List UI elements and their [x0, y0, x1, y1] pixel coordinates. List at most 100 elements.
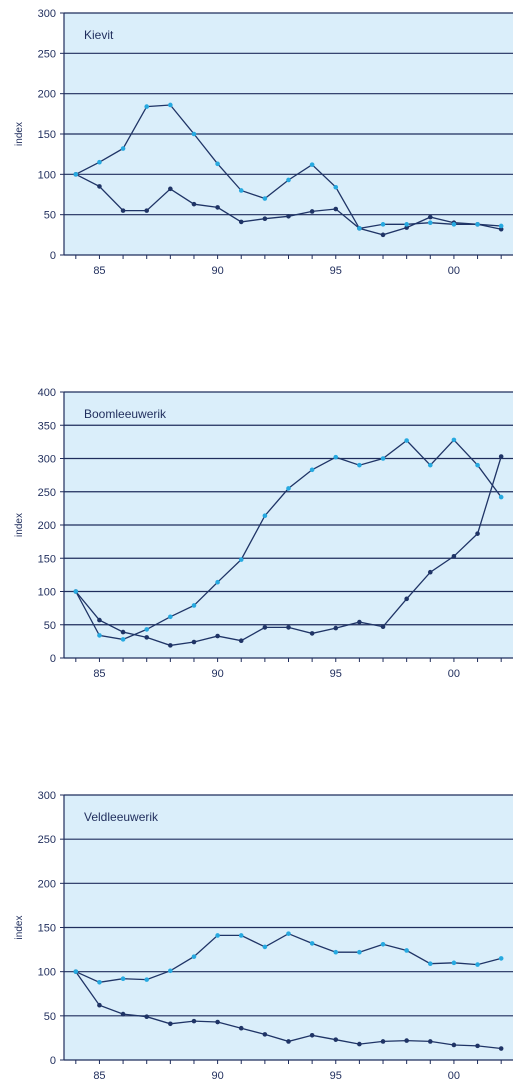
data-point: [144, 104, 150, 109]
data-point: [380, 232, 386, 238]
data-point: [427, 569, 433, 575]
chart-panel-boomleeuwerik: 0 50 100 150 200 250 300 350 400 85 90 95 00 index Boo…: [0, 380, 516, 690]
y-tick-label: 300: [38, 8, 56, 20]
data-point: [309, 209, 315, 214]
data-point: [120, 976, 126, 982]
data-point: [475, 222, 480, 227]
data-point: [215, 579, 220, 585]
data-point: [238, 557, 244, 562]
data-point: [333, 1037, 339, 1042]
data-point: [97, 617, 102, 623]
data-point: [427, 462, 433, 468]
data-point: [120, 146, 126, 151]
y-tick-label: 200: [38, 878, 56, 890]
x-tick-label: 85: [93, 265, 105, 277]
y-tick-label: 250: [38, 48, 56, 60]
data-point: [427, 214, 433, 220]
data-point: [404, 596, 409, 602]
x-tick-label: 95: [330, 265, 342, 277]
data-point: [97, 184, 102, 189]
chart-kievit: 0 50 100 150 200 250 300 85 90 95 00 index Kievit: [14, 8, 513, 277]
data-point: [475, 1043, 480, 1049]
data-point: [404, 948, 409, 953]
data-point: [498, 223, 504, 229]
y-tick-label: 100: [38, 967, 56, 979]
data-point: [309, 631, 315, 636]
data-point: [215, 205, 220, 210]
data-point: [286, 1039, 291, 1044]
data-point: [427, 220, 433, 226]
data-point: [286, 177, 291, 183]
data-point: [191, 603, 197, 608]
data-point: [238, 219, 244, 225]
y-tick-label: 100: [38, 587, 56, 599]
data-point: [357, 949, 362, 955]
data-point: [238, 638, 244, 644]
data-point: [357, 619, 362, 625]
data-point: [357, 226, 362, 231]
data-point: [451, 960, 457, 966]
y-tick-label: 0: [50, 250, 56, 262]
data-point: [333, 949, 339, 955]
y-tick-label: 300: [38, 790, 56, 802]
x-tick-label: 85: [93, 668, 105, 680]
data-point: [404, 438, 409, 443]
data-point: [215, 1019, 220, 1025]
y-tick-label: 150: [38, 923, 56, 935]
data-point: [97, 1002, 102, 1008]
data-point: [380, 624, 386, 630]
data-point: [168, 186, 173, 192]
x-tick-label: 00: [448, 1070, 460, 1082]
y-tick-label: 300: [38, 454, 56, 466]
y-tick-label: 200: [38, 520, 56, 532]
data-point: [475, 962, 480, 967]
y-tick-label: 250: [38, 487, 56, 499]
data-point: [238, 1025, 244, 1031]
data-point: [309, 162, 315, 167]
chart-veldleeuwerik: 0 50 100 150 200 250 300 85 90 95 00 index Veldleeuw…: [14, 790, 513, 1082]
data-point: [404, 222, 409, 227]
y-tick-label: 150: [38, 553, 56, 565]
data-point: [120, 208, 126, 213]
x-tick-label: 00: [448, 668, 460, 680]
data-point: [451, 1042, 457, 1048]
data-point: [144, 635, 150, 640]
data-point: [333, 206, 339, 212]
y-tick-label: 50: [44, 1011, 56, 1023]
data-point: [120, 1011, 126, 1017]
y-axis-label: index: [14, 916, 25, 940]
y-tick-label: 250: [38, 834, 56, 846]
x-tick-label: 90: [211, 1070, 223, 1082]
data-point: [144, 977, 150, 982]
data-point: [215, 933, 220, 938]
data-point: [144, 1014, 150, 1020]
chart-title: Kievit: [84, 28, 114, 42]
y-axis-label: index: [14, 513, 25, 537]
data-point: [309, 941, 315, 946]
data-point: [309, 1032, 315, 1038]
x-tick-label: 90: [211, 668, 223, 680]
data-point: [498, 956, 504, 961]
data-point: [427, 1039, 433, 1044]
x-tick-label: 95: [330, 1070, 342, 1082]
data-point: [144, 627, 150, 632]
y-tick-label: 350: [38, 420, 56, 432]
x-tick-label: 00: [448, 265, 460, 277]
y-axis-label: index: [14, 122, 25, 146]
data-point: [451, 437, 457, 443]
data-point: [144, 208, 150, 213]
data-point: [168, 1021, 173, 1027]
data-point: [238, 188, 244, 193]
chart-boomleeuwerik: 0 50 100 150 200 250 300 350 400 85 90 95 00 index Boo…: [14, 387, 513, 680]
y-tick-label: 0: [50, 1055, 56, 1067]
data-point: [120, 637, 126, 642]
data-point: [380, 1039, 386, 1044]
data-point: [215, 633, 220, 639]
data-point: [262, 513, 268, 518]
chart-panel-kievit: 0 50 100 150 200 250 300 85 90 95 00 index Kievit: [0, 0, 516, 300]
data-point: [191, 639, 197, 645]
x-tick-label: 85: [93, 1070, 105, 1082]
y-tick-label: 50: [44, 620, 56, 632]
data-point: [262, 196, 268, 201]
data-point: [191, 131, 197, 137]
